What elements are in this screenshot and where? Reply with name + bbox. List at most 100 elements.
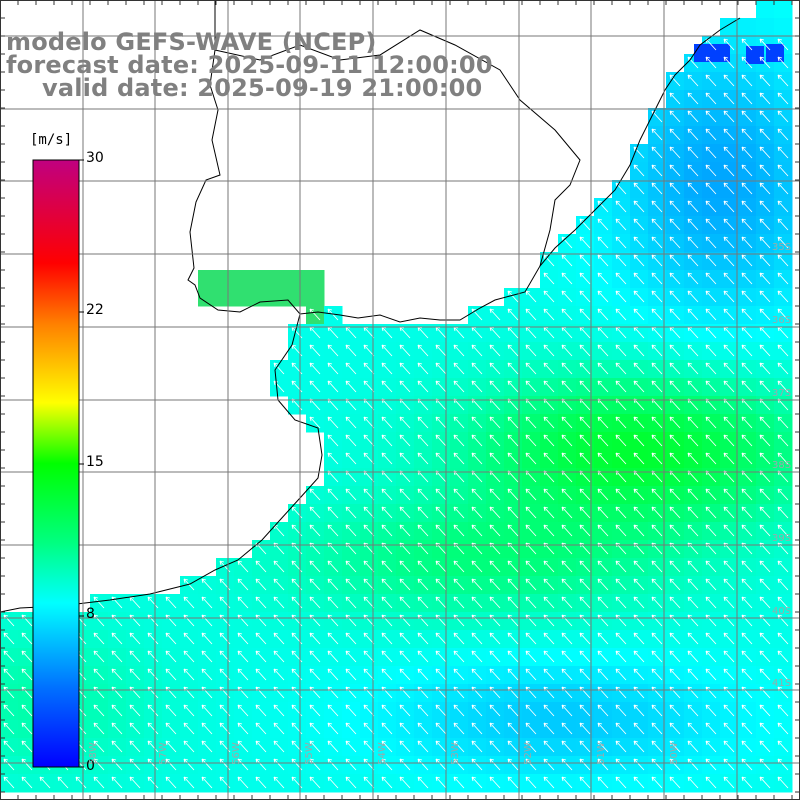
wind-arrow (579, 776, 591, 789)
wind-arrow (507, 434, 519, 447)
wind-arrow (309, 488, 321, 501)
wind-arrow (399, 740, 411, 753)
wind-arrow (651, 254, 663, 267)
wind-arrow (255, 704, 267, 717)
wind-arrow (597, 668, 609, 681)
wind-arrow (651, 452, 663, 465)
wind-arrow (561, 578, 573, 591)
wind-arrow (759, 362, 771, 375)
wind-arrow (471, 704, 483, 717)
wind-arrow (669, 272, 681, 285)
wind-arrow (471, 488, 483, 501)
wind-arrow (579, 704, 591, 717)
wind-arrow (669, 740, 681, 753)
wind-arrow (273, 650, 285, 663)
wind-arrow (309, 506, 321, 519)
wind-arrow (525, 740, 537, 753)
wind-arrow (651, 596, 663, 609)
wind-arrow (201, 722, 213, 735)
wind-arrow (669, 596, 681, 609)
wind-arrow (147, 758, 159, 771)
wind-arrow (507, 758, 519, 771)
wind-arrow (363, 704, 375, 717)
wind-arrow (705, 182, 717, 195)
wind-arrow (381, 740, 393, 753)
wind-arrow (417, 758, 429, 771)
wind-arrow (759, 380, 771, 393)
wind-arrow (597, 254, 609, 267)
wind-arrow (615, 488, 627, 501)
wind-arrow (669, 506, 681, 519)
wind-arrow (615, 218, 627, 231)
wind-arrow (147, 668, 159, 681)
wind-arrow (669, 776, 681, 789)
wind-arrow (723, 668, 735, 681)
wind-arrow (489, 362, 501, 375)
wind-arrow (777, 200, 789, 213)
wind-arrow (345, 452, 357, 465)
wind-arrow (759, 434, 771, 447)
wind-arrow (597, 434, 609, 447)
wind-arrow (705, 164, 717, 177)
wind-arrow (723, 164, 735, 177)
wind-arrow (615, 362, 627, 375)
wind-arrow (723, 308, 735, 321)
wind-arrow (705, 416, 717, 429)
wind-arrow (453, 668, 465, 681)
wind-arrow (741, 146, 753, 159)
wind-arrow (273, 722, 285, 735)
wind-arrow (327, 560, 339, 573)
wind-arrow (147, 776, 159, 789)
wind-arrow (129, 704, 141, 717)
wind-arrow (507, 362, 519, 375)
wind-arrow (399, 758, 411, 771)
wind-arrow (741, 308, 753, 321)
wind-arrow (183, 668, 195, 681)
wind-arrow (543, 254, 555, 267)
wind-arrow (435, 434, 447, 447)
wind-arrow (273, 776, 285, 789)
wind-arrow (705, 362, 717, 375)
wind-arrow (777, 74, 789, 87)
wind-arrow (705, 200, 717, 213)
wind-arrow (507, 308, 519, 321)
coastline-river-plate (187, 0, 741, 323)
wind-arrow (309, 416, 321, 429)
wind-arrow (741, 182, 753, 195)
wind-arrow (687, 128, 699, 141)
wind-arrow (507, 722, 519, 735)
wind-arrow (525, 290, 537, 303)
wind-arrow (237, 704, 249, 717)
wind-arrow (651, 344, 663, 357)
wind-speed-cell (746, 46, 764, 64)
wind-arrow (651, 182, 663, 195)
wind-arrow (543, 578, 555, 591)
wind-arrow (345, 704, 357, 717)
wind-arrow (759, 344, 771, 357)
wind-arrow (363, 344, 375, 357)
wind-arrow (345, 434, 357, 447)
wind-arrow (687, 92, 699, 105)
wind-arrow (399, 704, 411, 717)
wind-arrow (201, 668, 213, 681)
wind-arrow (633, 596, 645, 609)
wind-arrow (21, 704, 33, 717)
wind-arrow (543, 380, 555, 393)
wind-arrow (669, 308, 681, 321)
wind-arrow (165, 704, 177, 717)
wind-arrow (39, 776, 51, 789)
wind-arrow (561, 272, 573, 285)
wind-arrow (561, 560, 573, 573)
wind-arrow (165, 722, 177, 735)
wind-arrow (435, 668, 447, 681)
wind-arrow (309, 776, 321, 789)
wind-arrow (471, 650, 483, 663)
wind-arrow (381, 560, 393, 573)
wind-arrow (723, 200, 735, 213)
wind-arrow (525, 650, 537, 663)
wind-arrow (363, 488, 375, 501)
wind-arrow (3, 776, 15, 789)
wind-arrow (183, 632, 195, 645)
colorbar-tick-label: 0 (86, 758, 95, 774)
colorbar-gradient (32, 159, 80, 768)
